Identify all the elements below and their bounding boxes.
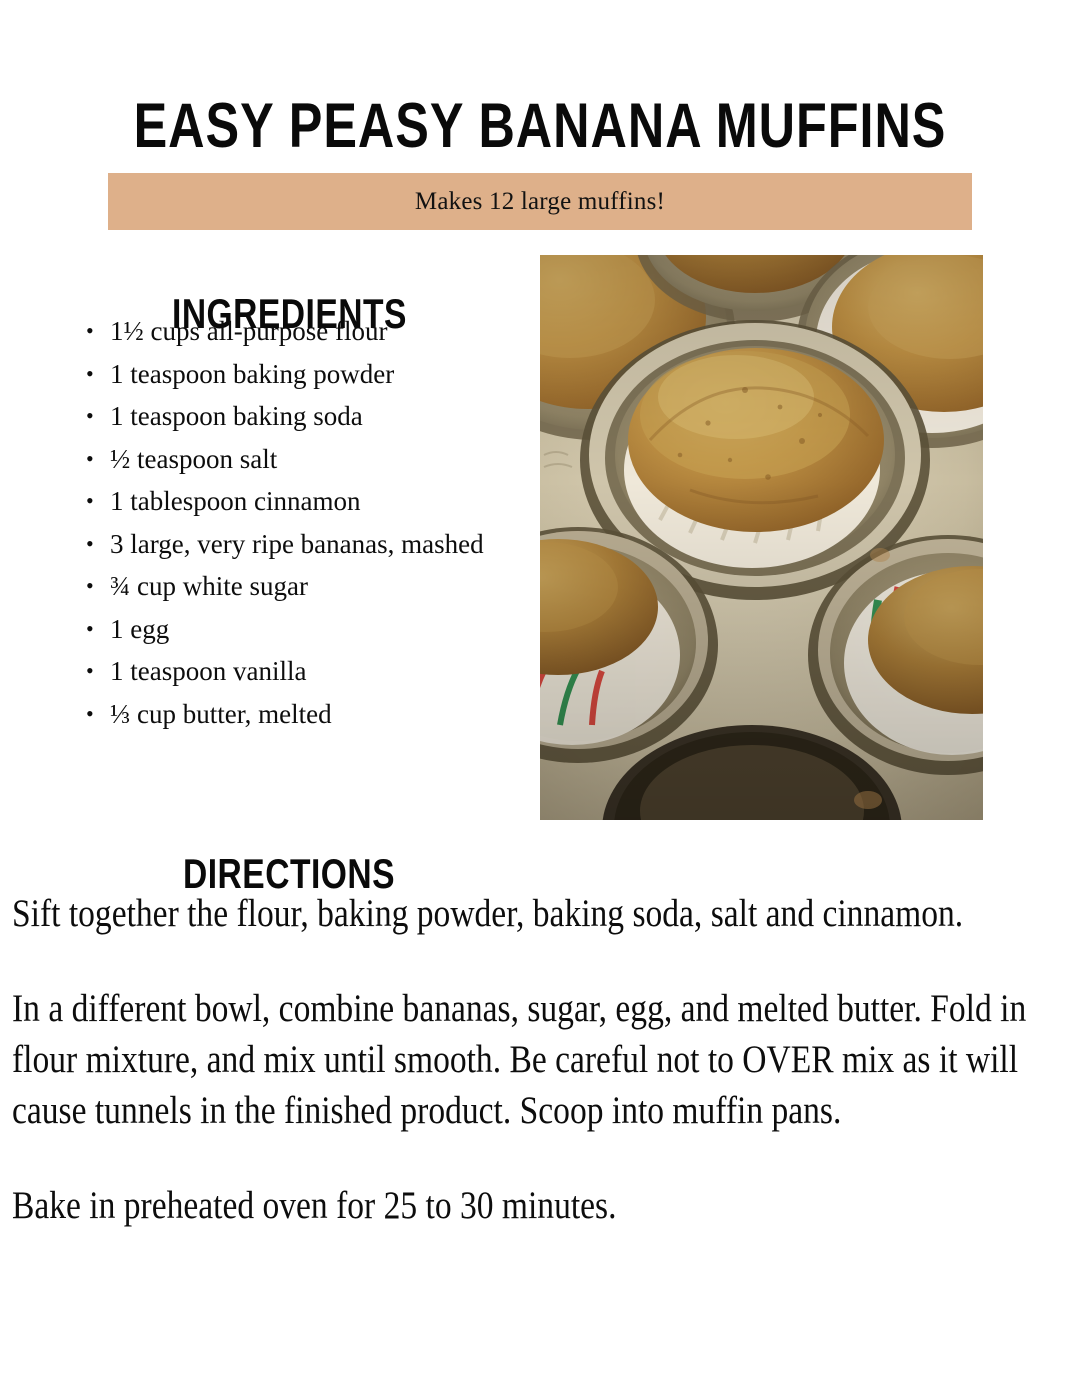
direction-paragraph: In a different bowl, combine bananas, su… — [12, 987, 1027, 1132]
yield-banner-text: Makes 12 large muffins! — [414, 187, 666, 215]
list-item: 1 tablespoon cinnamon — [86, 480, 526, 523]
list-item: ¾ cup white sugar — [86, 565, 526, 608]
ingredients-list: 1½ cups all-purpose flour 1 teaspoon bak… — [78, 310, 526, 735]
directions-body: Sift together the flour, baking powder, … — [12, 888, 1068, 1231]
list-item: 1½ cups all-purpose flour — [86, 310, 526, 353]
list-item: 1 teaspoon vanilla — [86, 650, 526, 693]
muffin-pan-photo — [540, 255, 983, 820]
list-item: ½ teaspoon salt — [86, 438, 526, 481]
list-item: 3 large, very ripe bananas, mashed — [86, 523, 526, 566]
yield-banner: Makes 12 large muffins! — [108, 173, 972, 230]
direction-paragraph: Sift together the flour, baking powder, … — [12, 892, 964, 935]
list-item: 1 teaspoon baking powder — [86, 353, 526, 396]
list-item: 1 egg — [86, 608, 526, 651]
list-item: 1 teaspoon baking soda — [86, 395, 526, 438]
directions-heading: DIRECTIONS — [183, 849, 396, 897]
direction-paragraph: Bake in preheated oven for 25 to 30 minu… — [12, 1184, 617, 1227]
page-title: EASY PEASY BANANA MUFFINS — [133, 91, 947, 162]
list-item: ⅓ cup butter, melted — [86, 693, 526, 736]
